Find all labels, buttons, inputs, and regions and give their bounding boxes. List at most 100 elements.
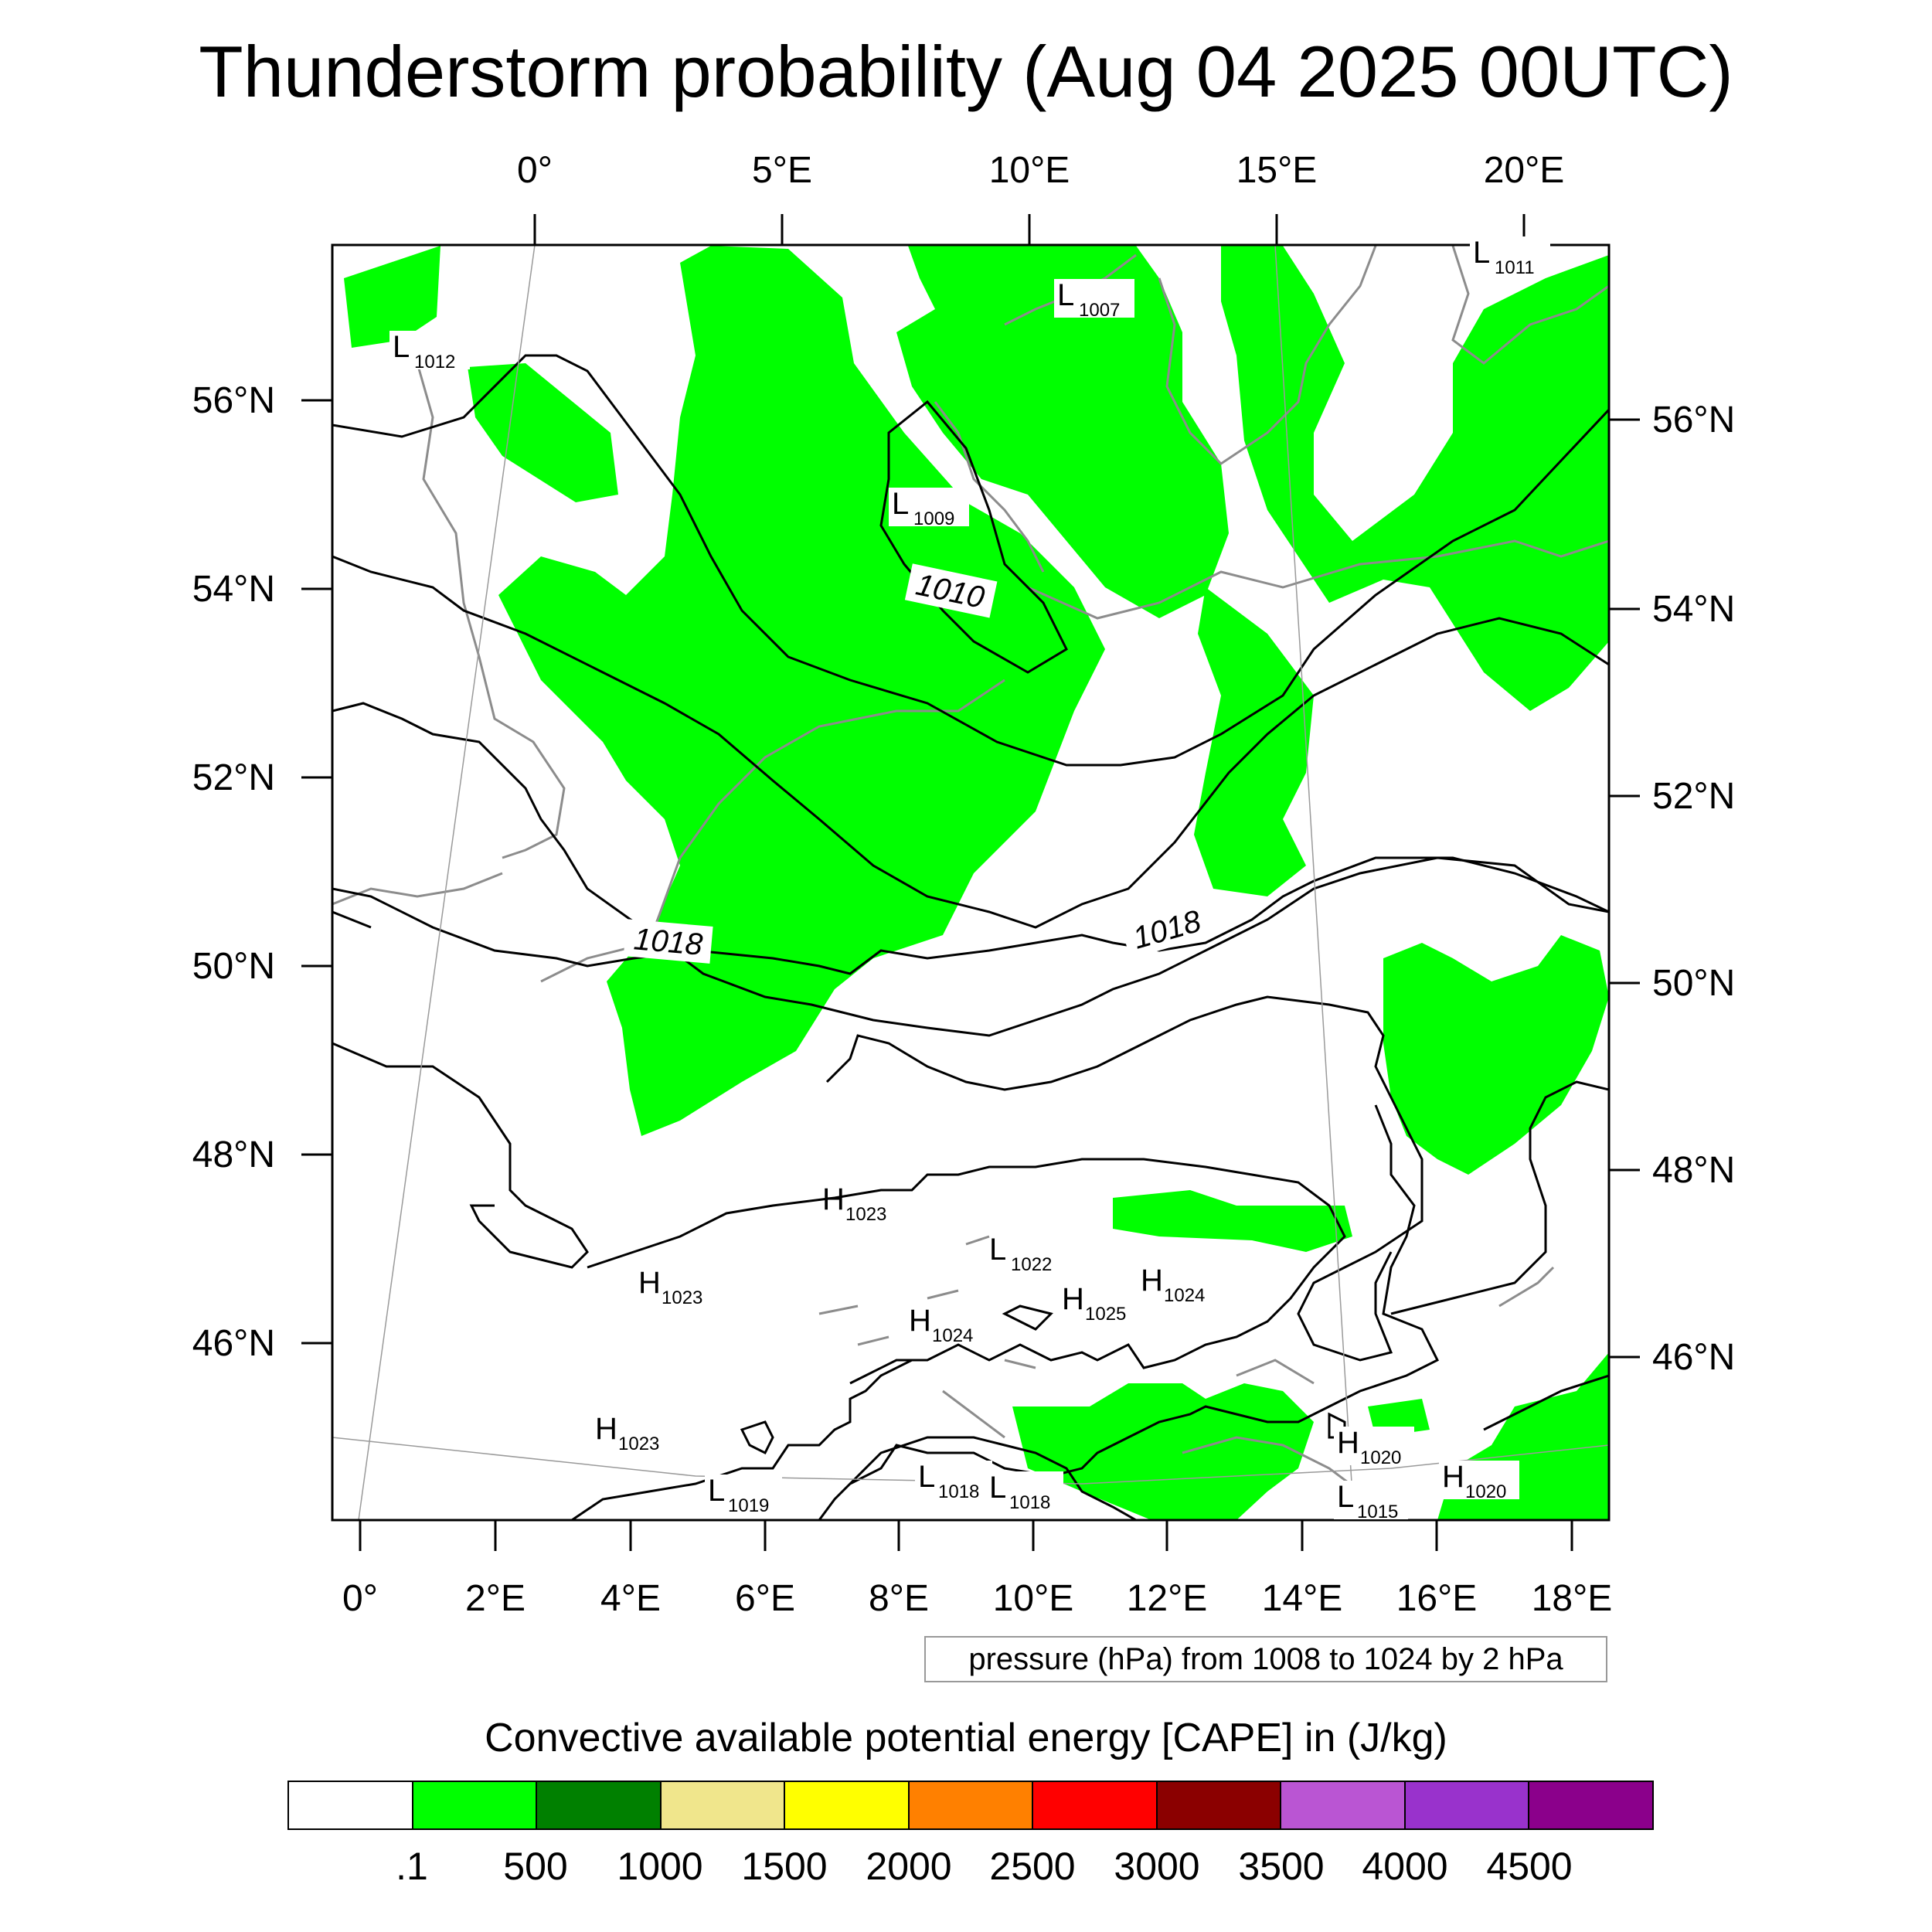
bottom-lon-label: 18°E (1532, 1578, 1613, 1619)
svg-text:1025: 1025 (1085, 1304, 1126, 1325)
pressure-center: H 1023 (638, 1266, 702, 1308)
cape-region-central (498, 246, 1105, 1136)
cape-region-austria (1113, 1190, 1352, 1252)
cape-region-baltic-west (896, 246, 1229, 618)
colorbar-cell (785, 1782, 910, 1828)
svg-text:1020: 1020 (1465, 1481, 1506, 1502)
pressure-center: L 1019 (705, 1474, 782, 1516)
colorbar-tick-label: 4000 (1362, 1845, 1448, 1888)
pressure-center: H 1020 (1439, 1460, 1519, 1502)
pressure-center: L 1007 (1054, 278, 1134, 321)
isobar-1018 (332, 856, 1609, 975)
coastline-lake-balaton (1498, 1266, 1555, 1308)
colorbar (287, 1781, 1654, 1830)
svg-text:H: H (1141, 1264, 1163, 1298)
colorbar-cell (1033, 1782, 1158, 1828)
bottom-lon-label: 4°E (600, 1578, 661, 1619)
right-lat-label: 52°N (1652, 776, 1735, 817)
cape-region-scotland (468, 363, 618, 502)
left-lat-label: 50°N (192, 946, 275, 987)
isobar-1022-south (818, 1104, 1440, 1520)
isobars (332, 354, 1609, 1520)
left-lat-label: 46°N (192, 1323, 275, 1364)
top-lon-label: 0° (517, 150, 553, 191)
map-frame (331, 243, 1611, 1522)
svg-text:1011: 1011 (1495, 257, 1535, 278)
longitude-20e-coast (1236, 1359, 1315, 1385)
axis-ticks (301, 214, 1640, 1551)
isobar-1012 (332, 354, 1609, 767)
bottom-lon-label: 0° (342, 1578, 378, 1619)
colorbar-cell (537, 1782, 662, 1828)
left-lat-label: 54°N (192, 569, 275, 610)
bottom-lon-label: 14°E (1262, 1578, 1343, 1619)
isobar-1010 (879, 400, 1068, 674)
isobar-1022 (587, 1158, 1346, 1385)
svg-text:L: L (892, 487, 909, 521)
isobar-1014 (332, 555, 1609, 929)
colorbar-tick-label: 3500 (1238, 1845, 1325, 1888)
cape-region-baltic-east (1221, 246, 1609, 711)
cape-region-czech (1383, 935, 1609, 1175)
bottom-lon-label: 8°E (869, 1578, 929, 1619)
svg-text:L: L (989, 1233, 1006, 1267)
left-lat-label: 56°N (192, 380, 275, 421)
colorbar-tick-label: 2500 (989, 1845, 1076, 1888)
svg-text:1009: 1009 (913, 509, 954, 529)
isobar-1016 (332, 702, 1609, 1037)
colorbar-tick-label: 4500 (1486, 1845, 1573, 1888)
svg-text:L: L (918, 1460, 935, 1494)
pressure-center: H 1024 (909, 1304, 973, 1346)
coastline-baltic-south (1027, 539, 1609, 620)
svg-text:L: L (393, 330, 410, 364)
map-title: Thunderstorm probability (Aug 04 2025 00… (199, 31, 1733, 112)
isobar-label: 1018 (632, 922, 704, 962)
pressure-center: H 1023 (595, 1412, 659, 1454)
colorbar-cell (289, 1782, 413, 1828)
coastline-britain-east (416, 362, 566, 859)
svg-text:1022: 1022 (1011, 1254, 1052, 1275)
isobar-se-1 (1390, 1080, 1609, 1315)
svg-text:L: L (708, 1474, 725, 1508)
svg-text:H: H (909, 1304, 931, 1338)
cape-region-adriatic (1012, 1383, 1314, 1520)
colorbar-tick-label: 3000 (1114, 1845, 1200, 1888)
coastline-adriatic-west (942, 1389, 1005, 1439)
coastline-alps-lakes (818, 1235, 1036, 1369)
svg-text:1020: 1020 (1360, 1447, 1401, 1468)
left-lat-label: 48°N (192, 1134, 275, 1175)
svg-text:1018: 1018 (938, 1481, 979, 1502)
svg-text:1024: 1024 (932, 1325, 973, 1346)
svg-text:1015: 1015 (1357, 1502, 1398, 1522)
colorbar-cell (1405, 1782, 1530, 1828)
coastline-sweden (1158, 245, 1377, 465)
pressure-center: L 1011 (1470, 236, 1550, 278)
cape-regions (344, 246, 1609, 1520)
colorbar-cell (1529, 1782, 1653, 1828)
contour-note: pressure (hPa) from 1008 to 1024 by 2 hP… (924, 1636, 1607, 1682)
pressure-center: L 1018 (986, 1471, 1063, 1513)
bottom-lon-label: 2°E (465, 1578, 526, 1619)
isobar-south-3 (740, 1420, 774, 1455)
pressure-center: H 1020 (1334, 1426, 1414, 1468)
meridian-0 (358, 245, 536, 1520)
svg-text:L: L (1337, 1480, 1354, 1514)
svg-text:H: H (595, 1412, 617, 1446)
svg-text:H: H (1337, 1426, 1359, 1460)
bottom-lon-label: 6°E (735, 1578, 795, 1619)
svg-text:H: H (1442, 1460, 1464, 1494)
coastlines (332, 245, 1609, 1493)
colorbar-tick-label: 500 (503, 1845, 568, 1888)
isobar-se-2 (1483, 1374, 1609, 1431)
pressure-center: H 1025 (1062, 1282, 1126, 1325)
colorbar-cell (909, 1782, 1034, 1828)
right-lat-label: 48°N (1652, 1150, 1735, 1191)
pressure-centers: L 1012 L 1007 L 1011 L 1009 H 1023 H 1023 L 102… (389, 236, 1550, 1522)
meridian-15e (1274, 245, 1355, 1520)
top-lon-label: 20°E (1484, 150, 1565, 191)
cape-region-northwest (344, 246, 440, 348)
pressure-center: L 1018 (915, 1460, 992, 1502)
left-lat-labels: 56°N 54°N 52°N 50°N 48°N 46°N (192, 380, 275, 1364)
svg-text:H: H (822, 1182, 845, 1216)
